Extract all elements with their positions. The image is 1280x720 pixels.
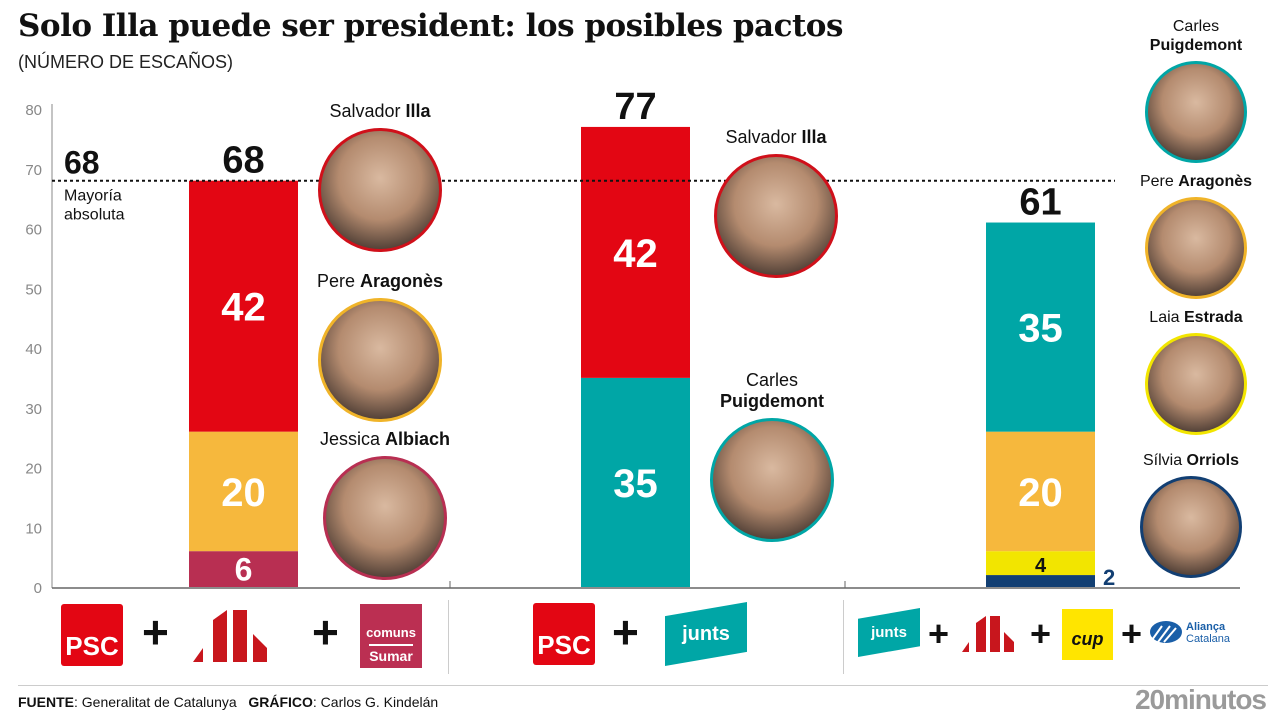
person-estrada: Laia Estrada bbox=[1121, 308, 1271, 435]
bar-segment-comuns-sumar bbox=[189, 551, 298, 587]
chart-title: Solo Illa puede ser president: los posib… bbox=[18, 8, 843, 44]
psc-logo: PSC bbox=[533, 603, 595, 665]
bar-segment-psc bbox=[189, 180, 298, 432]
majority-label: Mayoría bbox=[64, 188, 122, 205]
total-label: 77 bbox=[614, 86, 656, 128]
bar-segment-junts bbox=[986, 222, 1095, 432]
photo-aragones bbox=[1145, 197, 1247, 299]
total-label: 68 bbox=[222, 140, 264, 182]
plus-icon: + bbox=[312, 606, 339, 658]
data-label: 2 bbox=[1103, 565, 1115, 590]
y-tick-label: 80 bbox=[25, 102, 42, 119]
tree-icon bbox=[1150, 621, 1182, 643]
psc-logo: PSC bbox=[61, 604, 123, 666]
cup-logo: cup bbox=[1062, 609, 1113, 660]
y-tick-label: 40 bbox=[25, 341, 42, 358]
footer-credits: FUENTE: Generalitat de Catalunya GRÁFICO… bbox=[18, 694, 439, 710]
photo-estrada bbox=[1145, 333, 1247, 435]
person-albiach: Jessica Albiach bbox=[300, 429, 470, 580]
chart-subtitle: (NÚMERO DE ESCAÑOS) bbox=[18, 52, 234, 72]
bar-segment-aliança-catalana bbox=[986, 575, 1095, 587]
person-aragones-2: Pere Aragonès bbox=[1121, 172, 1271, 299]
y-tick-label: 70 bbox=[25, 162, 42, 179]
erc-logo bbox=[962, 616, 1014, 652]
plus-icon: + bbox=[928, 613, 950, 654]
y-tick-label: 10 bbox=[25, 520, 42, 537]
data-label: 35 bbox=[1018, 306, 1063, 350]
data-label: 42 bbox=[221, 286, 266, 330]
bar-segment-psc bbox=[581, 126, 690, 378]
brand-logo: 20minutos bbox=[1134, 684, 1267, 715]
y-tick-label: 20 bbox=[25, 461, 42, 478]
alianca-catalana-logo: Aliança Catalana bbox=[1148, 620, 1230, 646]
plus-icon: + bbox=[1121, 613, 1143, 654]
bar-segment-cup bbox=[986, 551, 1095, 576]
total-label: 61 bbox=[1019, 182, 1061, 224]
data-label: 20 bbox=[1018, 471, 1063, 515]
majority-label: absoluta bbox=[64, 207, 125, 224]
y-tick-label: 0 bbox=[34, 580, 42, 597]
photo-puigdemont bbox=[710, 418, 834, 542]
photo-aragones bbox=[318, 298, 442, 422]
data-label: 35 bbox=[613, 462, 658, 506]
photo-puigdemont bbox=[1145, 61, 1247, 163]
erc-logo bbox=[193, 610, 267, 662]
photo-illa bbox=[714, 154, 838, 278]
person-illa-1: Salvador Illa bbox=[310, 101, 450, 252]
comuns-sumar-logo: comuns Sumar bbox=[360, 604, 422, 668]
person-orriols: Sílvia Orriols bbox=[1116, 451, 1266, 578]
majority-value: 68 bbox=[64, 145, 100, 181]
data-label: 42 bbox=[613, 232, 658, 276]
person-puigdemont-2: Carles Puigdemont bbox=[1126, 17, 1266, 163]
plus-icon: + bbox=[142, 606, 169, 658]
photo-illa bbox=[318, 128, 442, 252]
photo-orriols bbox=[1140, 476, 1242, 578]
person-puigdemont-1: Carles Puigdemont bbox=[700, 370, 844, 542]
divider bbox=[843, 600, 844, 674]
photo-albiach bbox=[323, 456, 447, 580]
bar-segment-junts bbox=[581, 377, 690, 587]
data-label: 6 bbox=[235, 552, 253, 588]
person-illa-2: Salvador Illa bbox=[706, 127, 846, 278]
person-aragones-1: Pere Aragonès bbox=[300, 271, 460, 422]
plus-icon: + bbox=[612, 606, 639, 658]
bar-segment-erc bbox=[986, 431, 1095, 552]
divider bbox=[448, 600, 449, 674]
bar-segment-erc bbox=[189, 431, 298, 552]
y-tick-label: 50 bbox=[25, 281, 42, 298]
footer-rule bbox=[18, 685, 1268, 686]
data-label: 20 bbox=[221, 471, 266, 515]
plus-icon: + bbox=[1030, 613, 1052, 654]
data-label: 4 bbox=[1035, 555, 1047, 577]
y-tick-label: 30 bbox=[25, 401, 42, 418]
y-tick-label: 60 bbox=[25, 222, 42, 239]
